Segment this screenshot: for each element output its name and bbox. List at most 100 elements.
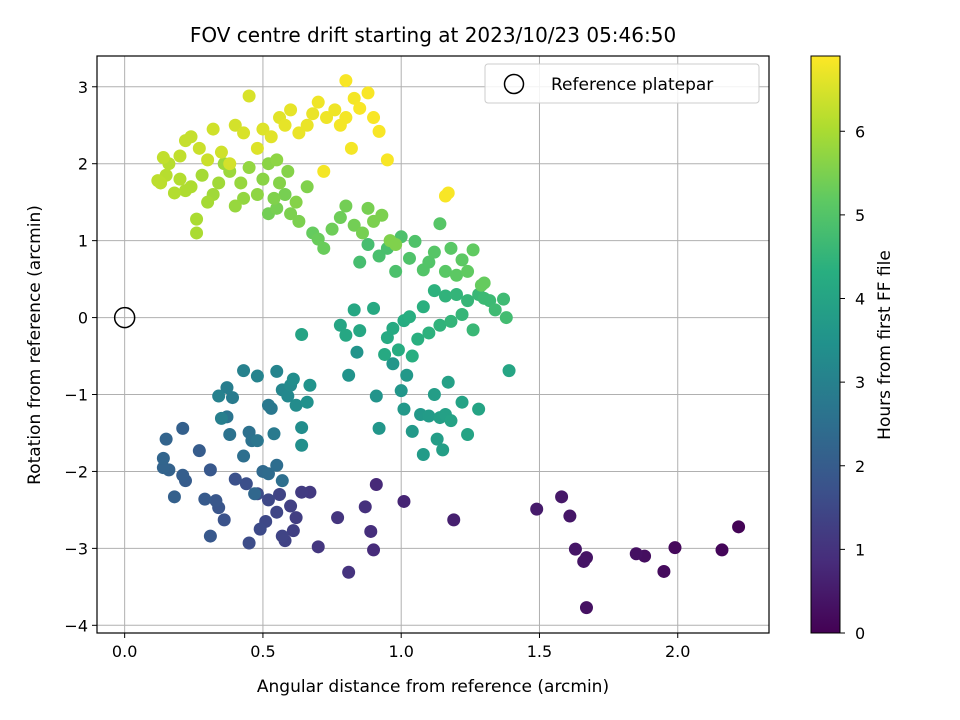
data-point (353, 255, 367, 269)
data-point (190, 212, 204, 226)
data-point (306, 107, 320, 121)
data-point (455, 253, 469, 267)
data-point (364, 524, 378, 538)
data-point (217, 513, 231, 527)
data-point (433, 318, 447, 332)
y-tick-label: 3 (78, 78, 88, 97)
data-point (416, 300, 430, 314)
data-point (347, 218, 361, 232)
data-point (361, 86, 375, 100)
data-point (284, 499, 298, 513)
data-point (375, 208, 389, 222)
data-point (353, 324, 367, 338)
data-point (317, 164, 331, 178)
data-point (223, 428, 237, 442)
data-point (629, 547, 643, 561)
data-point (461, 294, 475, 308)
data-point (267, 427, 281, 441)
data-point (361, 237, 375, 251)
data-point (292, 126, 306, 140)
data-point (270, 201, 284, 215)
x-axis-ticks: 0.0 0.5 1.0 1.5 2.0 (112, 633, 690, 661)
data-point (250, 141, 264, 155)
data-point (427, 388, 441, 402)
data-point (402, 310, 416, 324)
data-point (300, 395, 314, 409)
data-point (267, 191, 281, 205)
data-point (530, 502, 544, 516)
data-point (579, 601, 593, 615)
y-tick-label: −2 (64, 462, 88, 481)
data-point (668, 541, 682, 555)
data-point (214, 411, 228, 425)
data-point (289, 195, 303, 209)
data-point (228, 472, 242, 486)
data-point (176, 421, 190, 435)
y-tick-label: −4 (64, 616, 88, 635)
data-point (732, 520, 746, 534)
data-point (450, 287, 464, 301)
data-point (339, 199, 353, 213)
data-point (156, 151, 170, 165)
data-point (261, 467, 275, 481)
data-point (405, 349, 419, 363)
data-point (320, 111, 334, 125)
data-point (195, 168, 209, 182)
data-point (502, 364, 516, 378)
data-point (214, 145, 228, 159)
data-point (441, 375, 455, 389)
data-point (192, 444, 206, 458)
data-point (389, 264, 403, 278)
data-point (369, 389, 383, 403)
x-tick-label: 0.0 (112, 642, 137, 661)
data-point (402, 251, 416, 265)
data-point (427, 245, 441, 259)
data-point (206, 122, 220, 136)
data-point (237, 364, 251, 378)
data-point (281, 164, 295, 178)
data-point (176, 468, 190, 482)
legend-marker (503, 73, 525, 95)
colorbar-ticks: 0 1 2 3 4 5 6 (840, 122, 865, 643)
data-point (201, 195, 215, 209)
data-point (444, 314, 458, 328)
data-point (173, 149, 187, 163)
data-point (444, 241, 458, 255)
data-point (242, 161, 256, 175)
data-point (472, 402, 486, 416)
data-point (358, 500, 372, 514)
data-point (289, 398, 303, 412)
data-point (190, 226, 204, 240)
data-point (477, 276, 491, 290)
plot-frame (96, 55, 770, 634)
data-point (405, 424, 419, 438)
data-point (369, 478, 383, 492)
data-point (209, 494, 223, 508)
data-point (226, 391, 240, 405)
data-point (455, 395, 469, 409)
data-point (455, 307, 469, 321)
y-axis-label: Rotation from reference (arcmin) (25, 205, 45, 485)
data-point (223, 157, 237, 171)
data-point (192, 141, 206, 155)
data-point (295, 421, 309, 435)
data-point (317, 241, 331, 255)
data-point (286, 524, 300, 538)
data-point (499, 311, 513, 325)
x-tick-label: 1.5 (527, 642, 552, 661)
colorbar-tick-label: 2 (855, 457, 865, 476)
data-point (239, 477, 253, 491)
y-tick-label: 1 (78, 232, 88, 251)
y-tick-label: −1 (64, 386, 88, 405)
data-point (270, 153, 284, 167)
data-point (372, 124, 386, 138)
data-point (450, 268, 464, 282)
data-point (563, 509, 577, 523)
data-point (350, 345, 364, 359)
data-point (411, 332, 425, 346)
data-point (275, 529, 289, 543)
data-point (331, 511, 345, 525)
colorbar-tick-label: 1 (855, 540, 865, 559)
data-point (156, 451, 170, 465)
